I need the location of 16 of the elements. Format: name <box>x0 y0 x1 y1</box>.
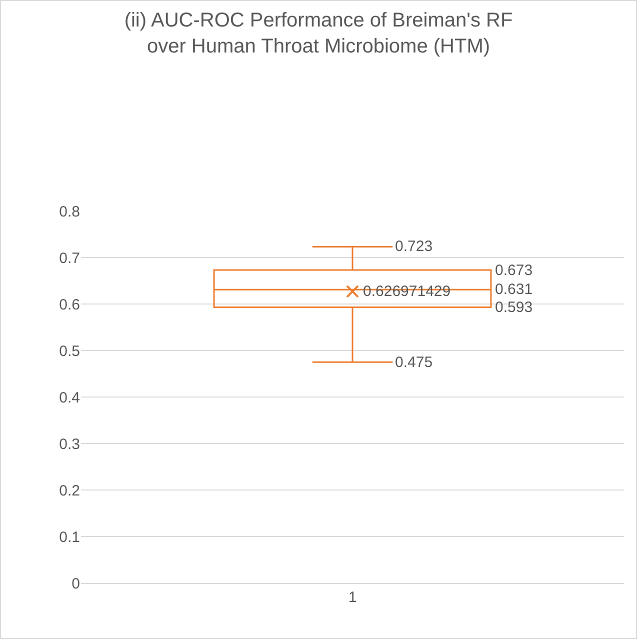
y-tick-label: 0.3 <box>59 436 80 453</box>
annotation: 0.475 <box>395 354 433 371</box>
annotation: 0.593 <box>495 299 533 316</box>
y-tick-label: 0.1 <box>59 528 80 546</box>
y-tick-label: 0 <box>72 575 80 592</box>
y-tick-label: 0.4 <box>59 389 80 406</box>
annotation: 0.673 <box>495 262 533 279</box>
x-tick-label: 1 <box>348 589 357 606</box>
y-tick-label: 0.6 <box>59 296 80 314</box>
annotation: 0.631 <box>495 281 533 298</box>
chart-title: (ii) AUC-ROC Performance of Breiman's RF over Human Throat Microbiome (HTM) <box>124 9 513 58</box>
y-tick-label: 0.8 <box>59 203 80 220</box>
y-tick-label: 0.7 <box>59 250 80 267</box>
y-tick-label: 0.5 <box>59 342 80 360</box>
annotation: 0.723 <box>395 238 433 255</box>
y-tick-label: 0.2 <box>59 482 80 500</box>
